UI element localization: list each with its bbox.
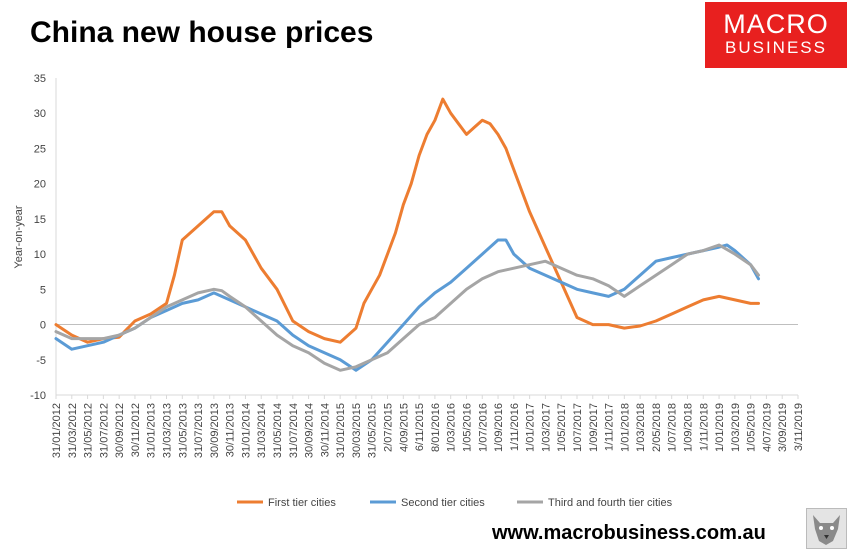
x-tick-label: 1/01/2018 — [619, 403, 631, 452]
x-tick-label: 31/01/2015 — [335, 403, 347, 458]
x-tick-label: 31/07/2012 — [98, 403, 110, 458]
x-tick-label: 4/09/2015 — [398, 403, 410, 452]
x-tick-label: 31/05/2013 — [177, 403, 189, 458]
x-tick-label: 31/03/2012 — [67, 403, 79, 458]
logo-line-1: MACRO — [723, 9, 829, 39]
y-tick-label: 0 — [40, 320, 46, 332]
y-tick-label: 25 — [34, 143, 46, 155]
chart-title: China new house prices — [30, 16, 374, 49]
x-tick-label: 31/03/2014 — [256, 403, 268, 458]
x-tick-label: 2/07/2015 — [383, 403, 395, 452]
y-tick-label: -5 — [36, 355, 46, 367]
y-axis-label: Year-on-year — [13, 205, 25, 269]
x-tick-label: 1/05/2016 — [461, 403, 473, 452]
y-tick-label: 15 — [34, 214, 46, 226]
x-tick-label: 1/09/2018 — [682, 403, 694, 452]
x-tick-label: 1/11/2017 — [604, 403, 616, 451]
x-tick-label: 1/05/2017 — [556, 403, 568, 452]
legend-label: Third and fourth tier cities — [548, 497, 673, 509]
x-tick-label: 1/11/2016 — [509, 403, 521, 451]
x-tick-label: 31/05/2015 — [367, 403, 379, 458]
x-tick-label: 1/03/2016 — [446, 403, 458, 452]
x-tick-label: 30/09/2013 — [209, 403, 221, 458]
line-chart: -10 -5 0 5 10 15 20 25 30 35 31/01/2012 31/03/2012 3… — [13, 73, 805, 509]
legend-label: Second tier cities — [401, 497, 485, 509]
x-tick-label: 31/01/2014 — [240, 403, 252, 458]
x-tick-label: 30/09/2014 — [304, 403, 316, 458]
legend-label: First tier cities — [268, 497, 336, 509]
x-tick-label: 30/03/2015 — [351, 403, 363, 458]
x-tick-label: 1/01/2019 — [714, 403, 726, 452]
x-tick-label: 1/09/2016 — [493, 403, 505, 452]
x-tick-label: 2/05/2018 — [651, 403, 663, 452]
logo-line-2: BUSINESS — [725, 38, 827, 57]
x-tick-label: 1/01/2017 — [525, 403, 537, 452]
x-tick-label: 30/11/2013 — [225, 403, 237, 457]
x-tick-label: 1/11/2018 — [698, 403, 710, 451]
legend-entry-3: Third and fourth tier cities — [517, 497, 673, 509]
y-tick-label: -10 — [30, 390, 46, 402]
x-tick-label: 4/07/2019 — [761, 403, 773, 452]
x-tick-label: 31/01/2013 — [146, 403, 158, 458]
y-tick-label: 20 — [34, 179, 46, 191]
y-tick-label: 30 — [34, 108, 46, 120]
x-tick-label: 30/11/2014 — [319, 403, 331, 457]
website-url: www.macrobusiness.com.au — [492, 522, 766, 544]
x-tick-label: 30/09/2012 — [114, 403, 126, 458]
y-tick-label: 10 — [34, 249, 46, 261]
y-tick-label: 5 — [40, 284, 46, 296]
x-tick-label: 31/05/2014 — [272, 403, 284, 458]
x-tick-label: 30/11/2012 — [130, 403, 142, 457]
x-tick-label: 31/01/2012 — [51, 403, 63, 458]
series-line-3 — [54, 243, 760, 372]
y-tick-label: 35 — [34, 73, 46, 85]
series-line-2 — [54, 238, 760, 372]
x-tick-label: 1/07/2017 — [572, 403, 584, 452]
x-tick-label: 1/09/2017 — [588, 403, 600, 452]
x-tick-label: 8/01/2016 — [430, 403, 442, 452]
x-tick-label: 1/07/2016 — [477, 403, 489, 452]
x-tick-label: 1/03/2018 — [635, 403, 647, 452]
x-tick-label: 31/03/2013 — [162, 403, 174, 458]
series-lines — [54, 97, 760, 372]
legend-entry-1: First tier cities — [237, 497, 336, 509]
x-tick-label: 1/07/2018 — [667, 403, 679, 452]
axes: -10 -5 0 5 10 15 20 25 30 35 31/01/2012 31/03/2012 3… — [30, 73, 805, 458]
x-tick-label: 1/03/2019 — [730, 403, 742, 452]
x-tick-label: 3/09/2019 — [777, 403, 789, 452]
x-tick-label: 1/03/2017 — [540, 403, 552, 452]
x-tick-label: 1/05/2019 — [746, 403, 758, 452]
series-line-1 — [54, 97, 760, 344]
legend: First tier cities Second tier cities Third… — [237, 497, 673, 509]
wolf-logo-icon — [806, 508, 847, 549]
x-tick-label: 6/11/2015 — [414, 403, 426, 451]
x-tick-label: 31/07/2013 — [193, 403, 205, 458]
x-tick-label: 31/07/2014 — [288, 403, 300, 458]
legend-entry-2: Second tier cities — [370, 497, 485, 509]
x-tick-label: 3/11/2019 — [793, 403, 805, 451]
x-tick-label: 31/05/2012 — [83, 403, 95, 458]
macrobusiness-logo: MACRO BUSINESS — [705, 2, 847, 68]
